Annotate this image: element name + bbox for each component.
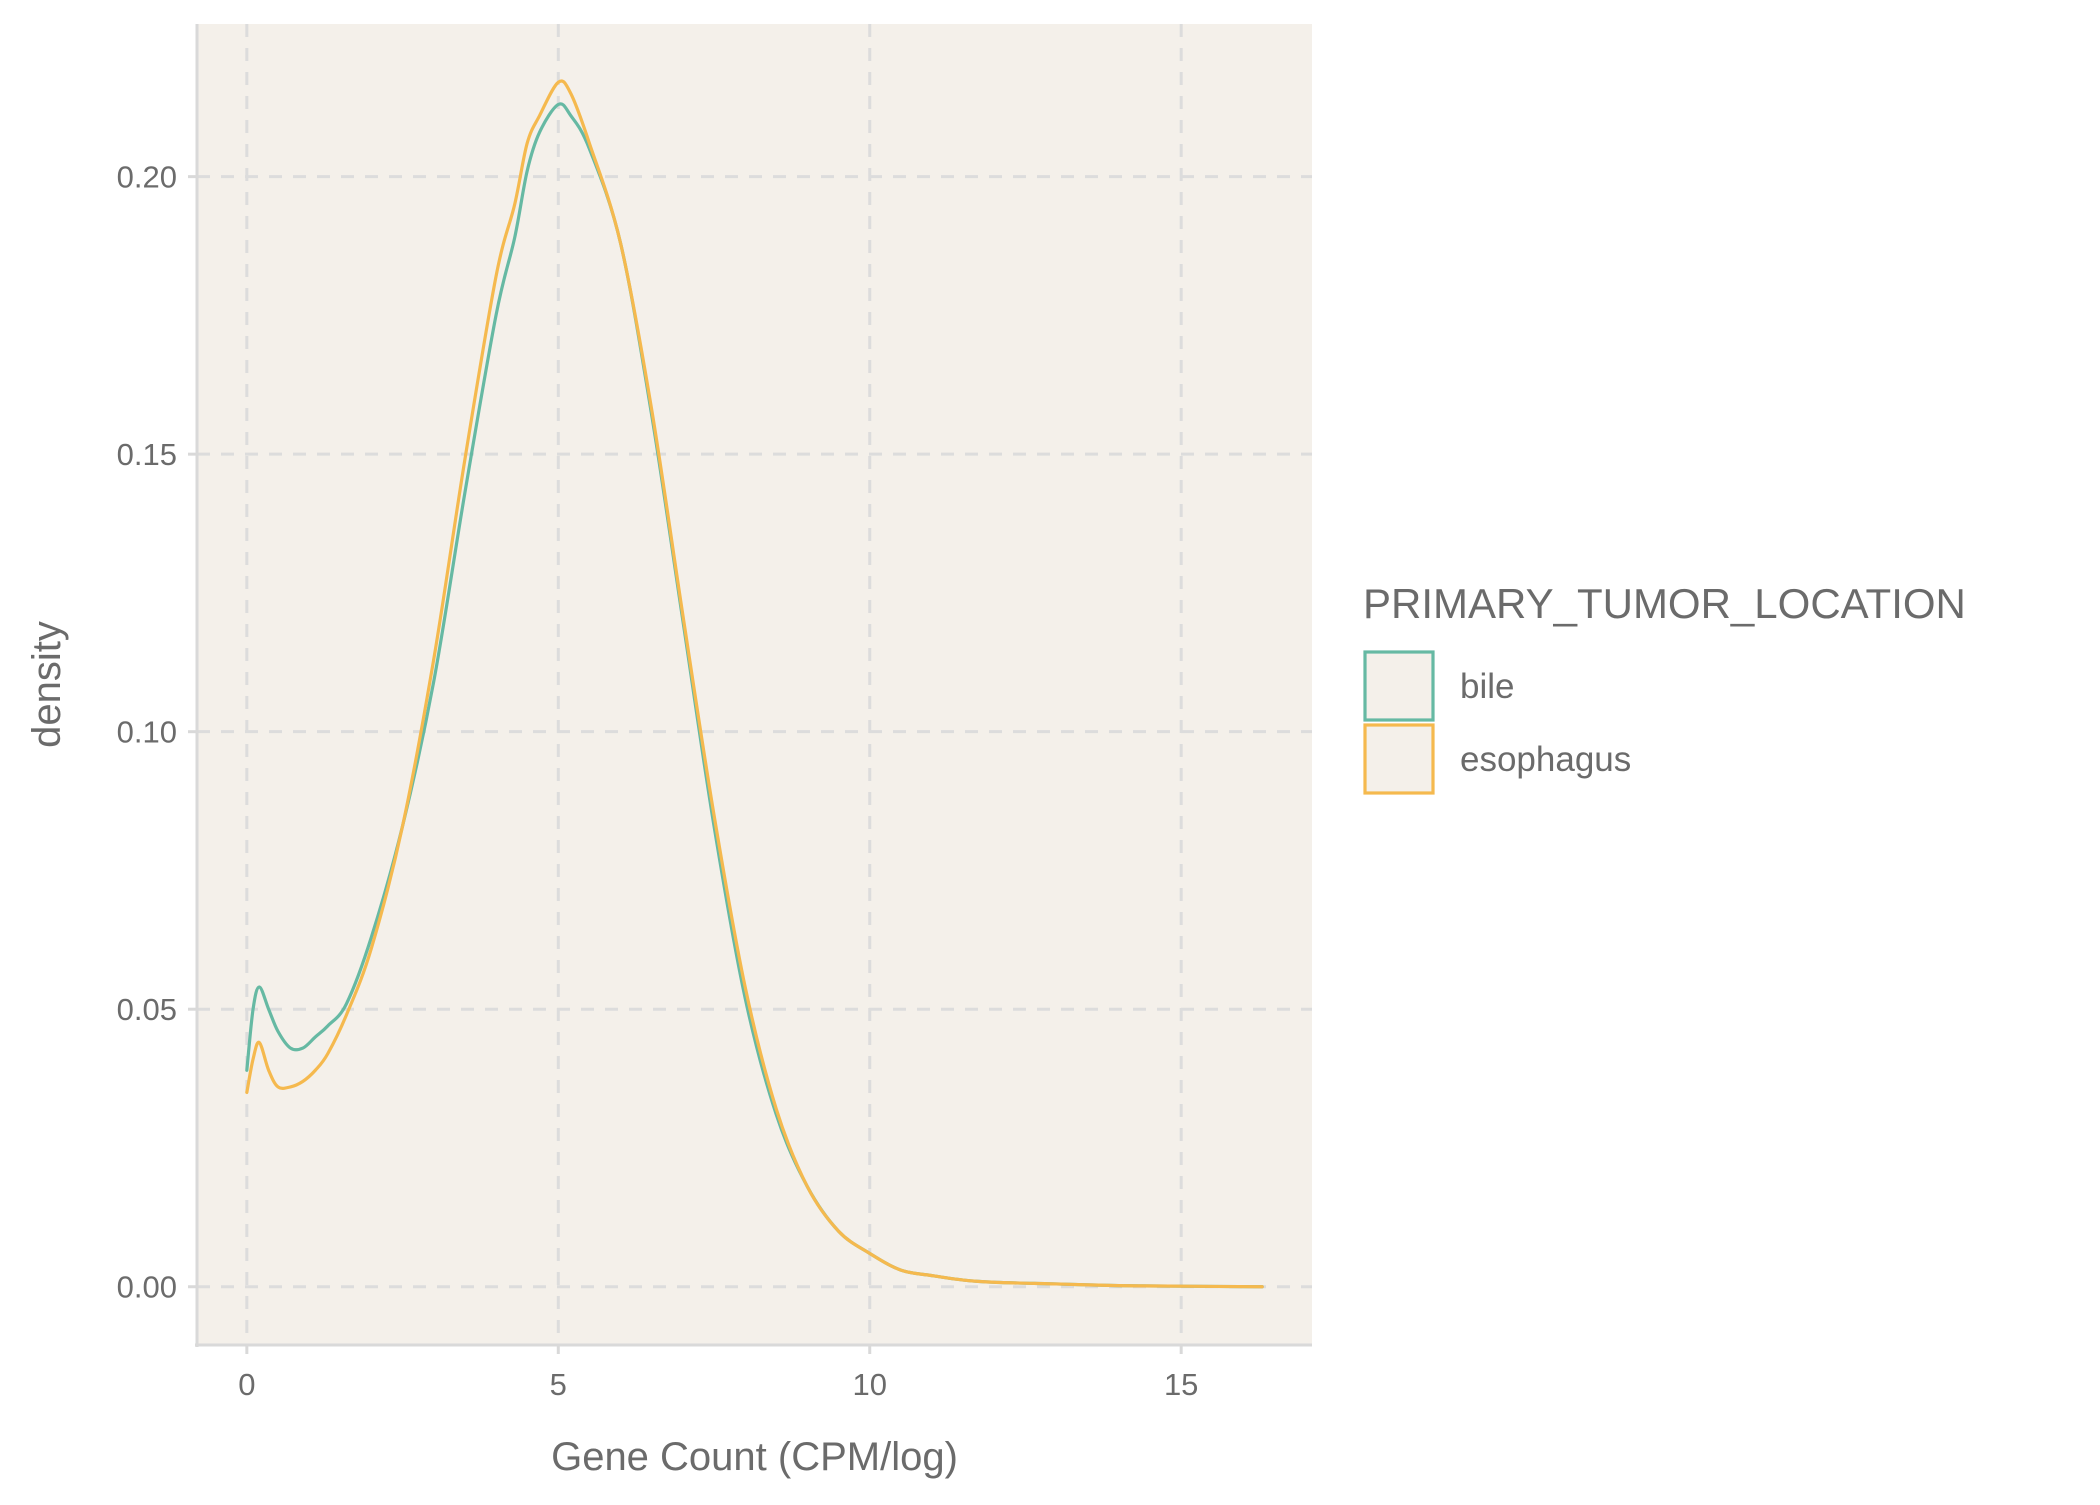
legend-key-bile [1363,650,1435,722]
horizontal-gridlines [197,175,1312,1289]
x-tick-label: 5 [550,1367,567,1402]
series-layer [245,79,1264,1289]
x-tick-label: 15 [1164,1367,1198,1402]
plot-panel [197,24,1312,1345]
legend: PRIMARY_TUMOR_LOCATION bile esophagus [1363,580,1966,795]
y-tick-label: 0.15 [117,437,177,472]
x-axis-title: Gene Count (CPM/log) [551,1435,958,1479]
y-tick-label: 0.05 [117,992,177,1027]
y-tick-label: 0.20 [117,160,177,195]
y-tick-label: 0.00 [117,1270,177,1305]
x-tick-label: 0 [238,1367,255,1402]
y-axis-ticks: 0.00 0.05 0.10 0.15 0.20 [117,160,197,1305]
vertical-gridlines [245,24,1183,1345]
legend-key-esophagus [1363,723,1435,795]
y-tick-label: 0.10 [117,715,177,750]
x-axis-ticks: 0 5 10 15 [238,1345,1198,1402]
legend-title: PRIMARY_TUMOR_LOCATION [1363,580,1966,627]
legend-label-bile: bile [1460,667,1514,706]
series-line-esophagus [245,79,1264,1289]
x-tick-label: 10 [852,1367,886,1402]
legend-label-esophagus: esophagus [1460,740,1631,779]
y-axis-title: density [25,621,69,748]
legend-items: bile esophagus [1363,650,1631,795]
